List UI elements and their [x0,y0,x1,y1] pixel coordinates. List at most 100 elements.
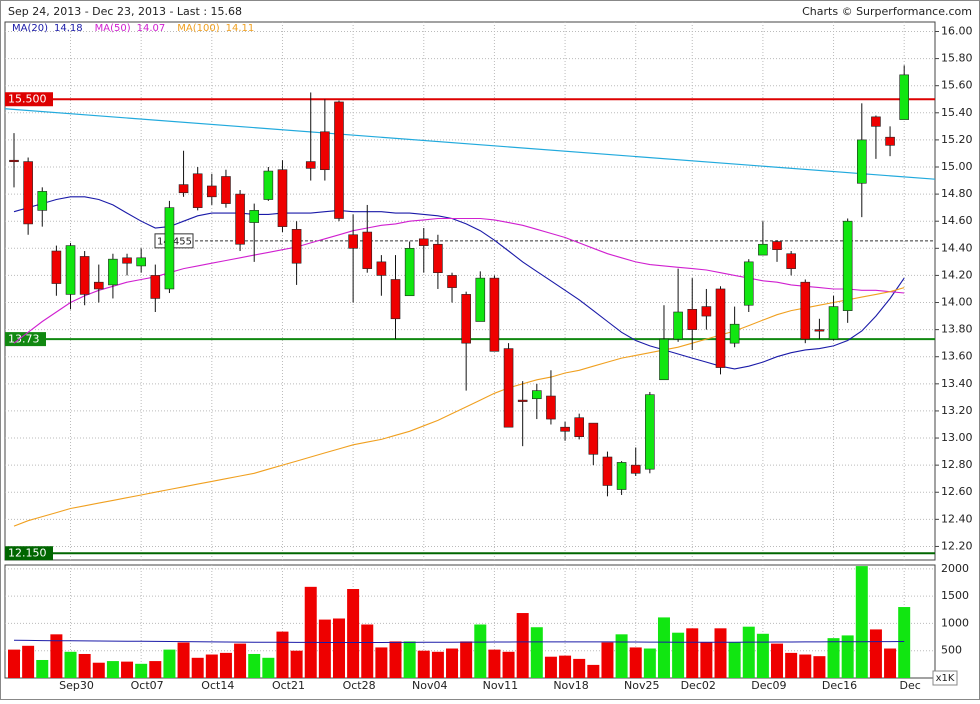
volume-ma-line [13,639,905,643]
volume-bar [177,642,190,678]
volume-bar [318,619,331,678]
ma-line [13,196,905,370]
volume-bar [417,650,430,678]
candle-body [546,395,556,420]
volume-bar [544,656,557,678]
candle-body [37,191,48,211]
level-label: 12.150 [8,547,47,560]
candle-body [758,243,768,256]
candle-body [136,257,146,267]
volume-bar [474,624,487,678]
candle-body [630,464,641,474]
candle-body [263,170,274,200]
volume-bar [106,661,119,678]
x-tick-label: Dec02 [681,679,716,692]
candle-body [390,279,401,320]
volume-bar [827,638,840,678]
volume-bar [431,651,444,678]
volume-bar [191,657,204,678]
volume-bar [304,586,317,678]
volume-bar [841,635,854,678]
y-tick-label: 14.40 [941,241,973,254]
volume-bar [332,618,345,678]
candle-body [164,207,175,290]
candle-body [376,261,387,276]
volume-bar [149,661,162,678]
volume-tick-label: 1000 [941,616,969,629]
volume-tick-label: 2000 [941,562,969,575]
candle-body [461,294,471,344]
x-tick-label: Dec09 [751,679,786,692]
candle-body [51,250,62,284]
candle-body [814,329,825,332]
candle-body [532,390,542,400]
y-tick-label: 13.40 [941,377,973,390]
volume-bar [756,633,769,678]
y-tick-label: 14.80 [941,187,973,200]
volume-bar [290,650,303,678]
x-tick-label: Oct21 [272,679,305,692]
volume-bar [799,654,812,678]
volume-bar [855,566,868,678]
volume-bar [78,653,91,678]
volume-unit: x1K [936,673,955,684]
candle-body [122,257,132,264]
candle-body [701,306,712,317]
candle-body [828,306,839,340]
volume-bar [672,632,685,678]
source: Charts © Surperformance.com [802,5,972,18]
candle-body [404,248,415,297]
candle-body [885,136,895,146]
candle-body [645,394,655,470]
candle-body [616,462,627,490]
candle-body [899,74,909,120]
legend-label: MA(20) [12,23,48,34]
candle-body [305,161,316,169]
volume-bar [530,627,543,678]
candle-body [588,422,599,455]
candle-body [291,229,302,264]
candle-body [856,139,867,184]
volume-bar [22,645,35,678]
marker-label: 14.455 [157,236,192,247]
x-tick-label: Dec16 [822,679,857,692]
price-panel [4,21,936,561]
candle-body [517,399,528,402]
candle-body [9,159,19,163]
candle-body [871,116,881,127]
volume-bar [460,641,473,678]
candle-body [207,185,217,198]
level-label: 15.500 [8,93,47,106]
x-tick-label: Oct14 [201,679,234,692]
volume-bar [488,649,501,678]
volume-bar [347,589,360,678]
candle-body [178,184,189,194]
candle-body [800,281,811,340]
candle-body [65,245,76,295]
volume-bar [898,607,911,678]
chart-title: Sep 24, 2013 - Dec 23, 2013 - Last : 15.… [8,5,242,18]
y-tick-label: 15.80 [941,52,973,65]
x-tick-label: Nov04 [412,679,447,692]
candle-body [23,161,33,225]
candle-body [93,281,104,290]
candle-body [743,261,754,306]
candle-body [150,275,161,299]
y-tick-label: 12.40 [941,512,973,525]
volume-bar [276,631,289,678]
candle-body [673,311,683,340]
candle-body [334,101,344,219]
x-tick-label: Nov11 [483,679,518,692]
volume-bar [714,628,727,678]
volume-bar [389,641,402,678]
level-label: 13.73 [8,333,40,346]
legend-value: 14.11 [226,23,255,34]
candle-body [277,169,288,227]
x-tick-label: Oct07 [131,679,164,692]
volume-bar [601,642,614,678]
candle-body [447,275,457,288]
y-tick-label: 12.80 [941,458,973,471]
candle-body [574,417,585,437]
legend-label: MA(50) [95,23,131,34]
volume-bar [742,626,755,678]
